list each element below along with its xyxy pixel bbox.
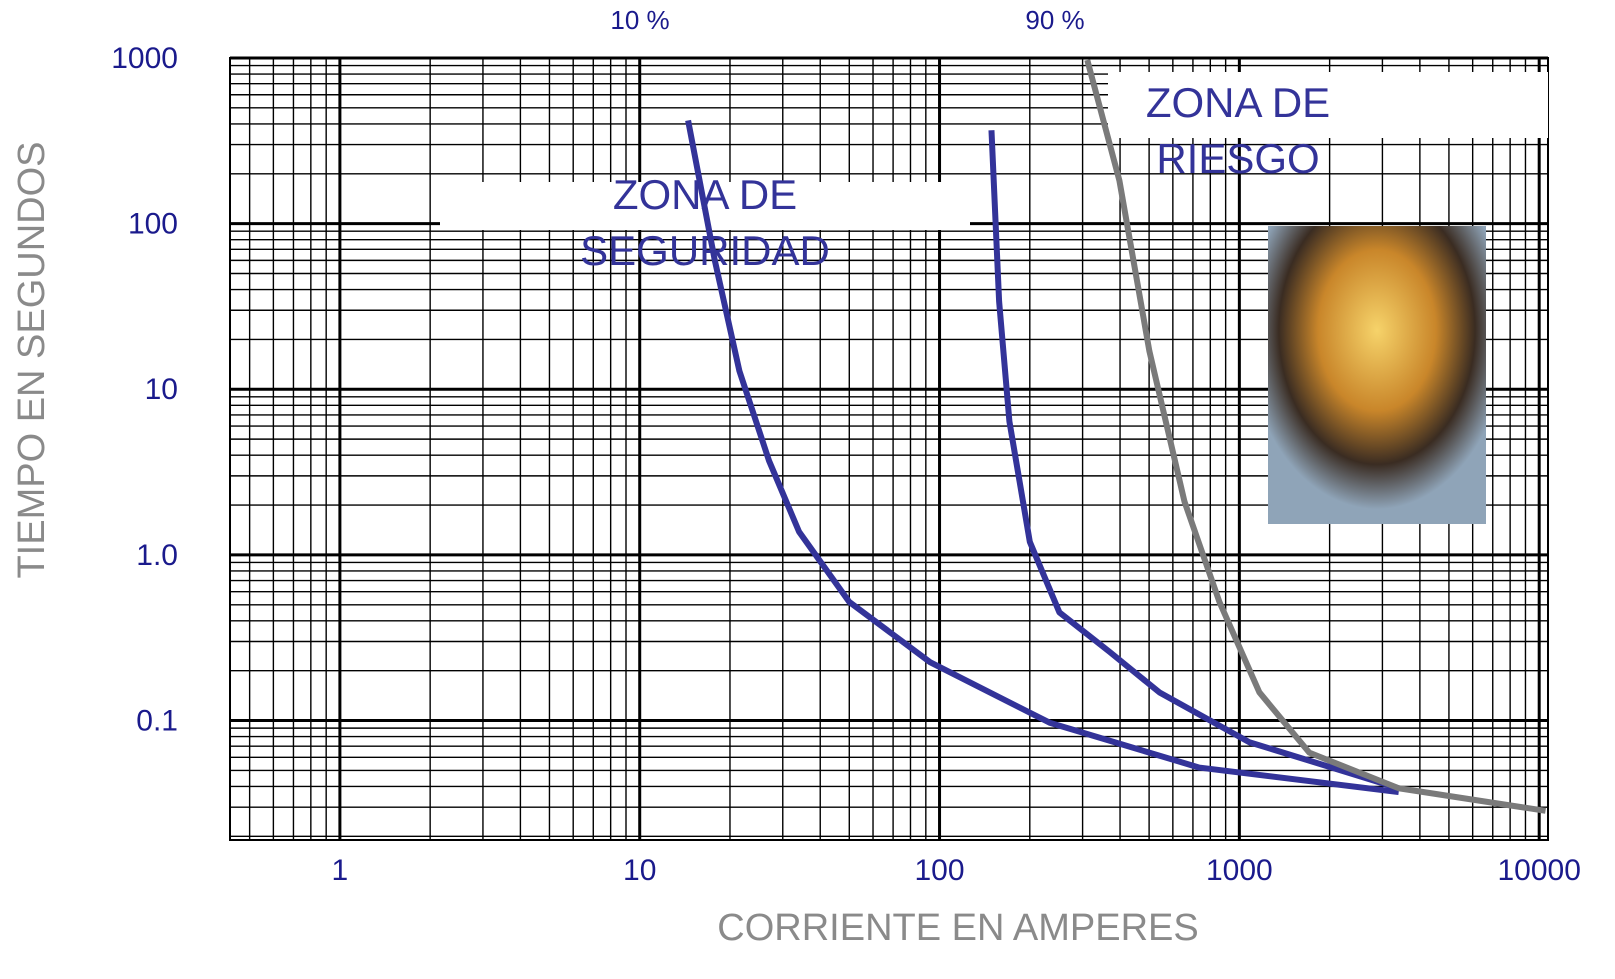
zone-label: ZONA DE — [1146, 79, 1330, 126]
y-axis-title: TIEMPO EN SEGUNDOS — [11, 141, 53, 578]
zone-label: SEGURIDAD — [580, 227, 830, 274]
y-tick-label: 1.0 — [136, 539, 178, 572]
x-axis-title: CORRIENTE EN AMPERES — [717, 907, 1198, 949]
zone-label: ZONA DE — [613, 171, 797, 218]
x-tick-label: 1000 — [1206, 854, 1273, 887]
y-tick-label: 1000 — [111, 42, 178, 75]
explosion-image — [1268, 226, 1486, 524]
x-tick-label: 10 — [623, 854, 656, 887]
y-tick-label: 0.1 — [136, 704, 178, 737]
curve — [1084, 59, 1546, 814]
annotation: 10 % — [610, 5, 669, 35]
zone-label: RIESGO — [1156, 135, 1319, 182]
x-tick-label: 100 — [915, 854, 965, 887]
y-tick-label: 100 — [128, 208, 178, 241]
x-tick-label: 1 — [332, 854, 349, 887]
y-tick-label: 10 — [145, 373, 178, 406]
curve — [988, 130, 1400, 792]
annotation: 90 % — [1025, 5, 1084, 35]
curve — [685, 119, 1400, 796]
x-tick-label: 10000 — [1497, 854, 1580, 887]
zone-box — [1108, 72, 1548, 138]
